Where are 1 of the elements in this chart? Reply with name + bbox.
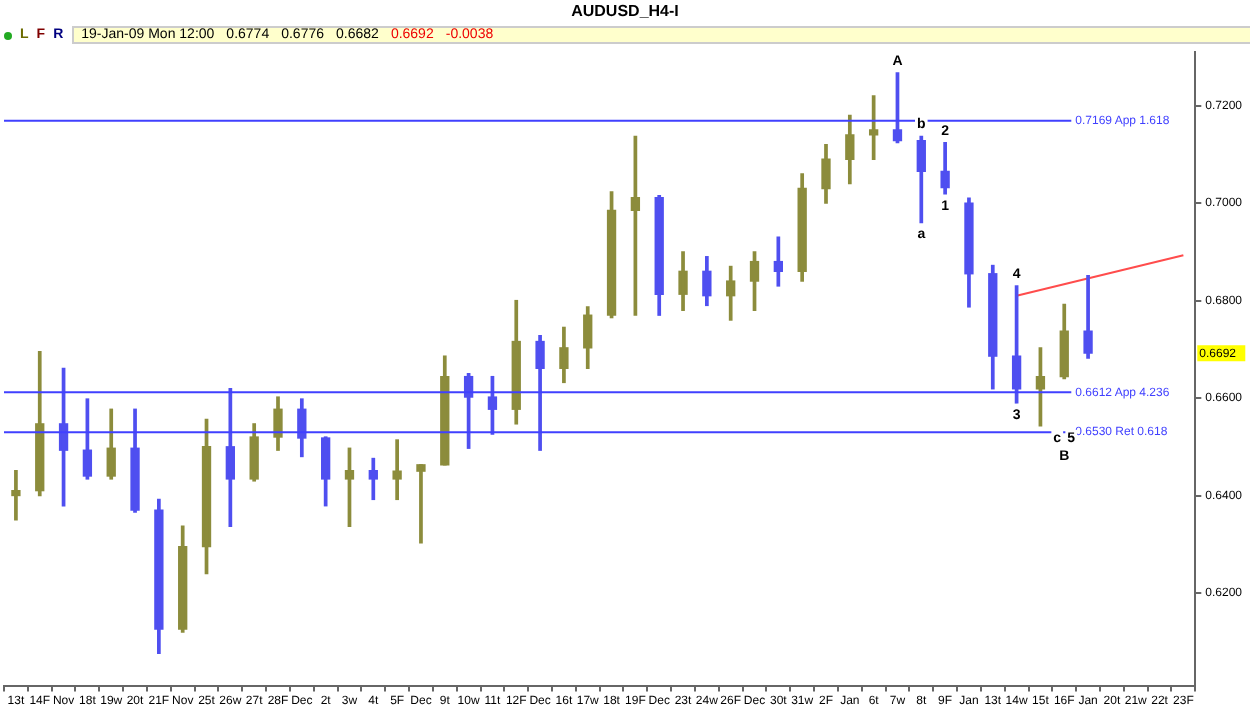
chart-title: AUDUSD_H4-I	[569, 2, 681, 20]
